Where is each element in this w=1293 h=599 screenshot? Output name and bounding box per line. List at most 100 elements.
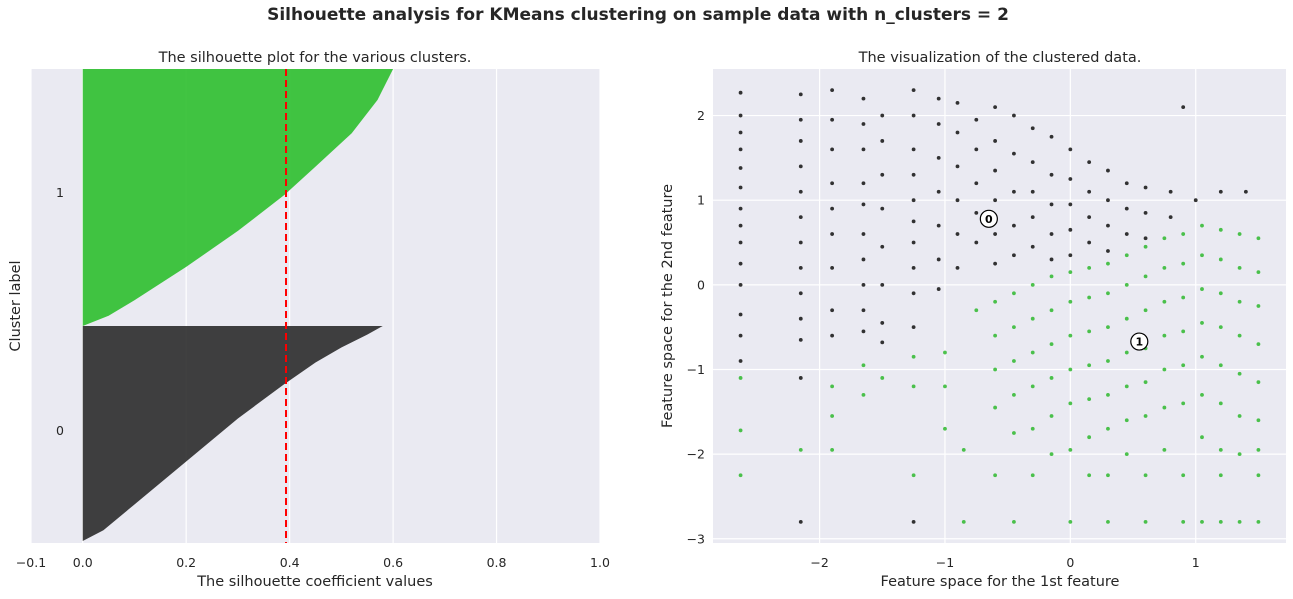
scatter-point-cluster-0 (974, 181, 979, 186)
scatter-point-cluster-0 (1012, 151, 1016, 156)
scatter-point-cluster-1 (1068, 519, 1073, 524)
scatter-point-cluster-1 (1068, 299, 1073, 304)
scatter-point-cluster-0 (738, 130, 743, 135)
scatter-x-tick-label: 0 (1066, 555, 1074, 570)
scatter-point-cluster-0 (955, 232, 960, 236)
scatter-point-cluster-0 (911, 519, 916, 524)
scatter-point-cluster-0 (911, 147, 916, 152)
scatter-point-cluster-0 (955, 198, 960, 203)
scatter-point-cluster-1 (1200, 435, 1204, 440)
scatter-point-cluster-1 (1181, 232, 1186, 236)
scatter-point-cluster-0 (738, 261, 743, 266)
scatter-point-cluster-0 (1218, 189, 1223, 194)
scatter-point-cluster-1 (830, 384, 835, 389)
scatter-point-cluster-1 (911, 384, 916, 389)
scatter-point-cluster-0 (830, 88, 835, 93)
scatter-point-cluster-1 (1143, 308, 1148, 313)
scatter-y-tick-label: 0 (697, 277, 705, 292)
scatter-point-cluster-1 (1030, 282, 1035, 287)
scatter-point-cluster-0 (936, 96, 941, 101)
scatter-point-cluster-1 (1181, 295, 1186, 300)
scatter-x-tick-label: −1 (936, 555, 954, 570)
scatter-point-cluster-1 (1087, 266, 1092, 270)
scatter-point-cluster-1 (1256, 270, 1261, 275)
scatter-point-cluster-1 (1200, 321, 1204, 325)
scatter-point-cluster-1 (1030, 473, 1035, 478)
scatter-point-cluster-0 (798, 266, 803, 270)
scatter-point-cluster-1 (1218, 325, 1223, 330)
scatter-point-cluster-0 (1012, 223, 1016, 228)
scatter-point-cluster-0 (798, 189, 803, 194)
scatter-point-cluster-1 (1256, 418, 1261, 423)
scatter-point-cluster-1 (1030, 384, 1035, 389)
scatter-point-cluster-0 (974, 210, 979, 215)
scatter-point-cluster-0 (1030, 160, 1035, 165)
scatter-point-cluster-1 (943, 384, 947, 389)
scatter-point-cluster-1 (1030, 316, 1035, 321)
scatter-point-cluster-1 (1218, 257, 1223, 262)
scatter-y-tick-label: −1 (687, 362, 705, 377)
scatter-point-cluster-1 (1124, 418, 1129, 423)
scatter-point-cluster-1 (1143, 519, 1148, 524)
scatter-plot-grid (713, 69, 1286, 543)
scatter-point-cluster-0 (974, 147, 979, 152)
scatter-point-cluster-0 (880, 113, 885, 118)
scatter-point-cluster-0 (1049, 257, 1054, 262)
scatter-point-cluster-1 (1049, 308, 1054, 313)
scatter-point-cluster-1 (798, 447, 803, 452)
scatter-point-cluster-0 (936, 189, 941, 194)
silhouette-x-tick-label: 1.0 (590, 555, 610, 570)
scatter-point-cluster-1 (1049, 274, 1054, 279)
scatter-point-cluster-0 (861, 96, 866, 101)
scatter-point-cluster-1 (830, 414, 835, 418)
scatter-point-cluster-0 (1049, 134, 1054, 139)
scatter-point-cluster-0 (738, 359, 743, 363)
scatter-plot-background (713, 69, 1286, 543)
scatter-point-cluster-1 (861, 363, 866, 368)
scatter-point-cluster-1 (1162, 367, 1167, 372)
scatter-point-cluster-1 (1181, 261, 1186, 266)
scatter-point-cluster-1 (1124, 316, 1129, 321)
scatter-y-axis-label: Feature space for the 2nd feature (660, 184, 676, 428)
scatter-point-cluster-0 (1030, 215, 1035, 220)
scatter-point-cluster-1 (738, 428, 743, 433)
scatter-x-axis-label: Feature space for the 1st feature (881, 574, 1120, 590)
scatter-point-cluster-1 (1087, 473, 1092, 478)
scatter-point-cluster-1 (861, 392, 866, 397)
scatter-point-cluster-0 (911, 88, 916, 93)
scatter-point-cluster-0 (1049, 232, 1054, 236)
scatter-point-cluster-0 (880, 282, 885, 287)
scatter-point-cluster-0 (1106, 198, 1110, 203)
scatter-point-cluster-0 (798, 117, 803, 122)
scatter-point-cluster-1 (1068, 401, 1073, 406)
scatter-point-cluster-0 (861, 232, 866, 236)
scatter-point-cluster-1 (1106, 291, 1110, 296)
scatter-point-cluster-1 (1124, 282, 1129, 287)
scatter-point-cluster-1 (1143, 380, 1148, 385)
scatter-point-cluster-1 (1143, 473, 1148, 478)
scatter-point-cluster-1 (993, 333, 998, 338)
cluster-center-marker (979, 209, 998, 228)
scatter-point-cluster-1 (943, 350, 947, 355)
scatter-point-cluster-1 (1162, 447, 1167, 452)
scatter-point-cluster-0 (738, 90, 743, 95)
scatter-point-cluster-0 (830, 232, 835, 236)
scatter-point-cluster-1 (1237, 266, 1242, 270)
scatter-point-cluster-0 (1143, 185, 1148, 190)
scatter-point-cluster-1 (1218, 447, 1223, 452)
scatter-point-cluster-1 (1162, 266, 1167, 270)
scatter-point-cluster-1 (1087, 363, 1092, 368)
scatter-point-cluster-0 (1049, 202, 1054, 207)
scatter-point-cluster-1 (1087, 435, 1092, 440)
scatter-point-cluster-1 (1106, 392, 1110, 397)
scatter-point-cluster-0 (861, 282, 866, 287)
scatter-point-cluster-0 (1030, 189, 1035, 194)
scatter-point-cluster-1 (1200, 519, 1204, 524)
scatter-point-cluster-1 (1218, 519, 1223, 524)
scatter-point-cluster-0 (830, 117, 835, 122)
scatter-point-cluster-0 (955, 164, 960, 169)
scatter-point-cluster-1 (1068, 270, 1073, 275)
scatter-point-cluster-0 (798, 376, 803, 380)
scatter-point-cluster-1 (1256, 473, 1261, 478)
